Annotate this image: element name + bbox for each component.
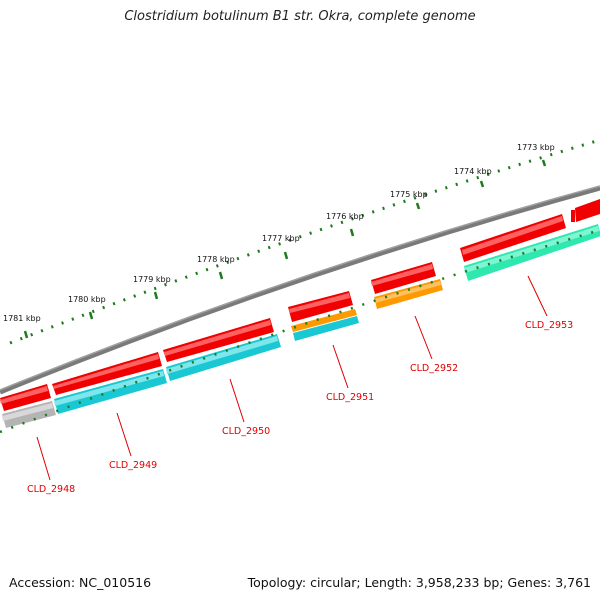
tick-label-1779: 1779 kbp xyxy=(133,275,171,284)
gene-label-CLD_2949[interactable]: CLD_2949 xyxy=(109,460,157,471)
cds-arrow xyxy=(571,210,575,222)
cds-arrow xyxy=(164,320,271,356)
tick-label-1778: 1778 kbp xyxy=(197,255,235,264)
cds-arrow xyxy=(575,199,600,222)
gene-label-CLD_2953[interactable]: CLD_2953 xyxy=(525,320,573,331)
gene-row xyxy=(2,224,600,428)
accession-text: Accession: NC_010516 xyxy=(9,575,152,590)
tick-label-1780: 1780 kbp xyxy=(68,295,106,304)
tick-label-1776: 1776 kbp xyxy=(326,212,364,221)
tick-label-1775: 1775 kbp xyxy=(390,190,428,199)
tick-label-1781: 1781 kbp xyxy=(3,314,41,323)
gene-label-CLD_2948[interactable]: CLD_2948 xyxy=(27,484,75,495)
label-leaders xyxy=(36,275,548,481)
gene-label-CLD_2952[interactable]: CLD_2952 xyxy=(410,363,458,374)
gene-label-CLD_2951[interactable]: CLD_2951 xyxy=(326,392,374,403)
cds-row xyxy=(0,199,600,411)
major-ticks xyxy=(23,159,547,339)
gene-bar-CLD_2951-b xyxy=(293,316,359,341)
genome-backbone xyxy=(0,185,600,395)
topology-text: Topology: circular; Length: 3,958,233 bp… xyxy=(247,575,591,590)
cds-arrow xyxy=(53,354,159,389)
tick-label-1773: 1773 kbp xyxy=(517,143,555,152)
cds-arrow xyxy=(462,216,563,255)
gene-label-CLD_2950[interactable]: CLD_2950 xyxy=(222,426,270,437)
cds-arrow xyxy=(289,293,350,313)
cds-arrow xyxy=(0,386,48,404)
map-title: Clostridium botulinum B1 str. Okra, comp… xyxy=(124,9,476,24)
tick-label-1774: 1774 kbp xyxy=(454,167,492,176)
tick-label-1777: 1777 kbp xyxy=(262,234,300,243)
cds-arrow xyxy=(371,264,433,286)
gene-bar-CLD_2951 xyxy=(291,309,357,332)
